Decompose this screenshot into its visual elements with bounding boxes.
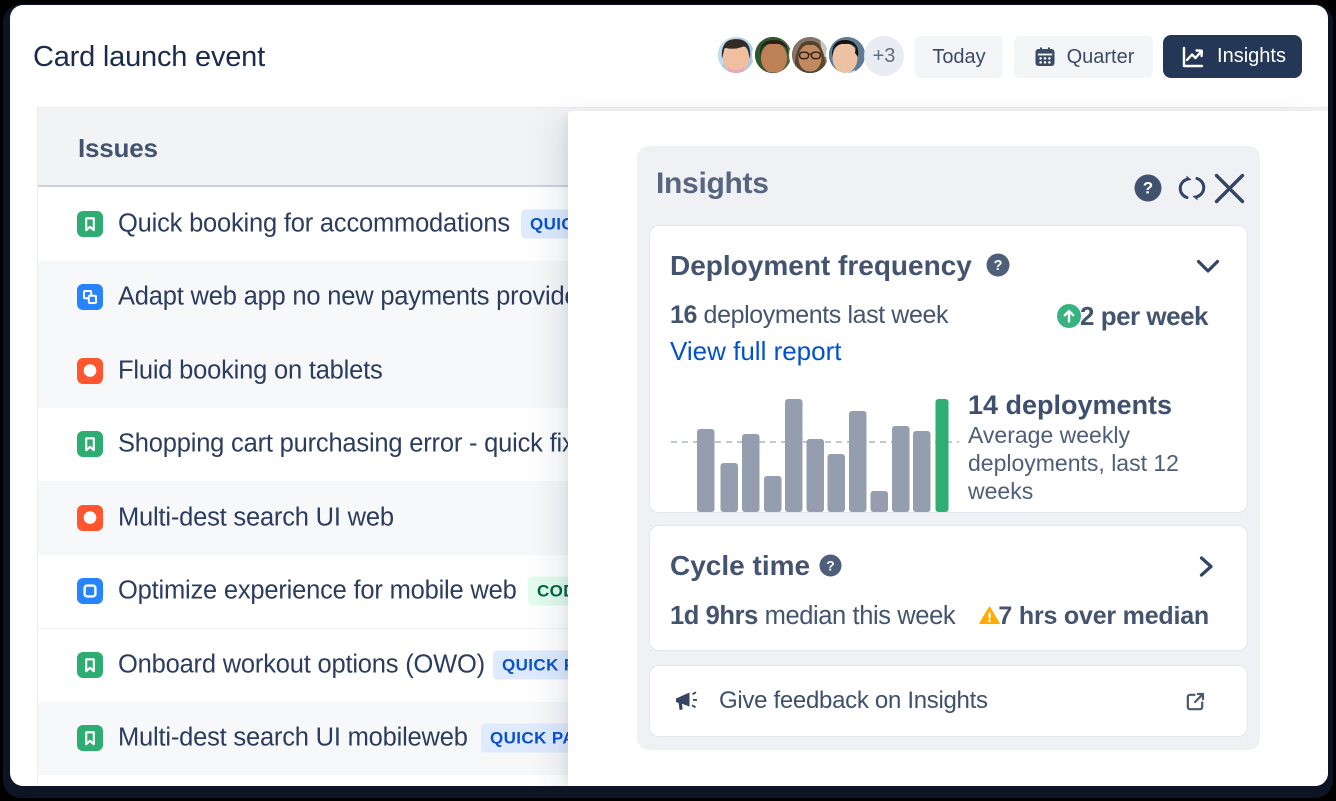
svg-text:?: ? <box>1143 179 1153 198</box>
svg-text:?: ? <box>994 258 1003 274</box>
svg-text:?: ? <box>826 557 834 573</box>
